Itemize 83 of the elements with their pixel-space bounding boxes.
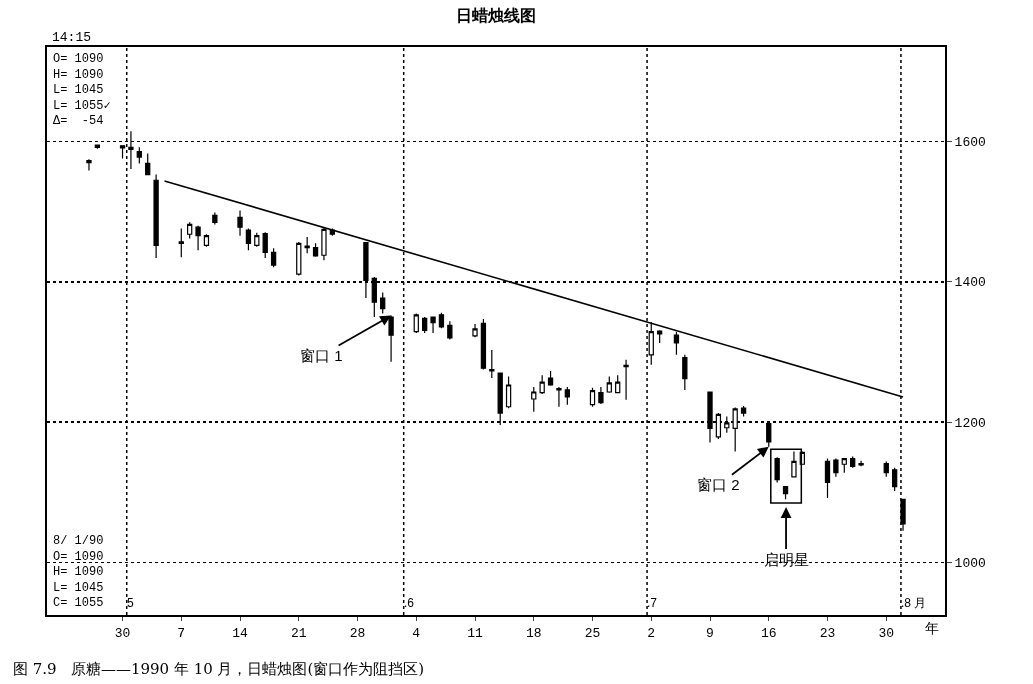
candlestick bbox=[657, 330, 663, 344]
ref-line-label: .7 bbox=[647, 596, 658, 610]
annotation: 窗口 1 bbox=[300, 347, 343, 364]
ref-line-label: .8 月 bbox=[901, 596, 927, 610]
candlestick bbox=[682, 354, 688, 391]
text: 年 bbox=[925, 620, 939, 636]
x-tick-label: 9 bbox=[706, 625, 714, 641]
annotation: 窗口 2 bbox=[697, 476, 740, 493]
y-tick-label: 1000 bbox=[954, 555, 986, 571]
annotation: 8/ 1/90 O= 1090 H= 1090 L= 1045 C= 1055 bbox=[53, 534, 104, 611]
candlestick bbox=[472, 323, 478, 338]
candlestick bbox=[380, 291, 386, 315]
candlestick bbox=[556, 386, 562, 408]
text: 14:15 bbox=[52, 30, 92, 45]
candlestick bbox=[505, 375, 512, 409]
candlestick bbox=[673, 331, 680, 356]
candlestick bbox=[623, 359, 629, 401]
candlestick bbox=[304, 236, 310, 254]
candlestick bbox=[203, 233, 210, 248]
candlestick bbox=[489, 349, 495, 379]
x-tick-label: 28 bbox=[349, 625, 366, 641]
candlestick bbox=[153, 174, 159, 259]
caption: 图 7.9 原糖——1990 年 10 月，日蜡烛图(窗口作为阻挡区) bbox=[13, 660, 425, 678]
candlestick bbox=[547, 370, 554, 387]
candlestick bbox=[422, 316, 428, 334]
x-tick-label: 14 bbox=[232, 625, 249, 641]
candlestick bbox=[254, 232, 260, 248]
x-tick-label: 2 bbox=[647, 625, 656, 641]
x-tick-label: 4 bbox=[412, 625, 421, 641]
candlestick bbox=[850, 455, 856, 469]
candlestick bbox=[212, 211, 218, 226]
candlestick bbox=[237, 209, 243, 237]
candlestick bbox=[564, 386, 570, 406]
x-tick-label: 30 bbox=[878, 625, 895, 641]
candlestick bbox=[606, 375, 612, 394]
candlestick bbox=[598, 386, 604, 405]
candlestick bbox=[312, 242, 319, 258]
x-tick-label: 16 bbox=[760, 625, 777, 641]
candlestick bbox=[883, 460, 889, 478]
candlestick bbox=[195, 225, 201, 251]
candlestick bbox=[841, 458, 847, 474]
x-tick-label: 23 bbox=[819, 625, 836, 641]
candlestick bbox=[891, 467, 898, 492]
x-tick-label: 25 bbox=[584, 625, 601, 641]
candlestick bbox=[187, 221, 193, 240]
y-tick-label: 1400 bbox=[954, 275, 986, 291]
candlestick bbox=[782, 486, 789, 500]
candlestick bbox=[589, 387, 596, 408]
annotation: 启明星 bbox=[764, 551, 809, 568]
x-tick-label: 18 bbox=[525, 625, 542, 641]
candlestick bbox=[615, 374, 621, 394]
y-tick-label: 1200 bbox=[954, 415, 986, 431]
candlestick bbox=[824, 458, 831, 499]
candlestick bbox=[178, 228, 184, 258]
candlestick bbox=[262, 231, 268, 259]
annotation: O= 1090 H= 1090 L= 1045 L= 1055✓ Δ= -54 bbox=[53, 52, 111, 129]
chart-title: 日蜡烛线图 bbox=[456, 7, 536, 25]
candlestick bbox=[430, 316, 436, 334]
ref-line-label: 5 bbox=[127, 596, 134, 610]
candlestick bbox=[270, 247, 277, 268]
candlestick bbox=[438, 312, 445, 329]
candlestick bbox=[447, 320, 453, 341]
x-tick-label: 30 bbox=[114, 625, 131, 641]
candlestick bbox=[791, 451, 797, 478]
candlestick bbox=[245, 228, 252, 251]
candlestick bbox=[539, 374, 545, 395]
x-tick-label: 11 bbox=[467, 625, 484, 641]
candlestick bbox=[480, 318, 487, 371]
candlestick bbox=[531, 386, 537, 413]
candlestick bbox=[858, 460, 864, 467]
x-tick-label: 7 bbox=[177, 625, 186, 641]
ref-line-label: .6 bbox=[404, 596, 415, 610]
candlestick bbox=[413, 312, 419, 334]
x-tick-label: 21 bbox=[290, 625, 307, 641]
candlestick bbox=[296, 241, 302, 277]
y-tick-label: 1600 bbox=[954, 135, 986, 151]
candlestick bbox=[321, 227, 327, 261]
candlestick bbox=[774, 456, 780, 484]
candlestick bbox=[740, 405, 747, 418]
candlestick bbox=[136, 146, 142, 164]
candlestick bbox=[86, 160, 92, 172]
candlestick bbox=[833, 458, 839, 478]
candlestick bbox=[145, 152, 151, 176]
